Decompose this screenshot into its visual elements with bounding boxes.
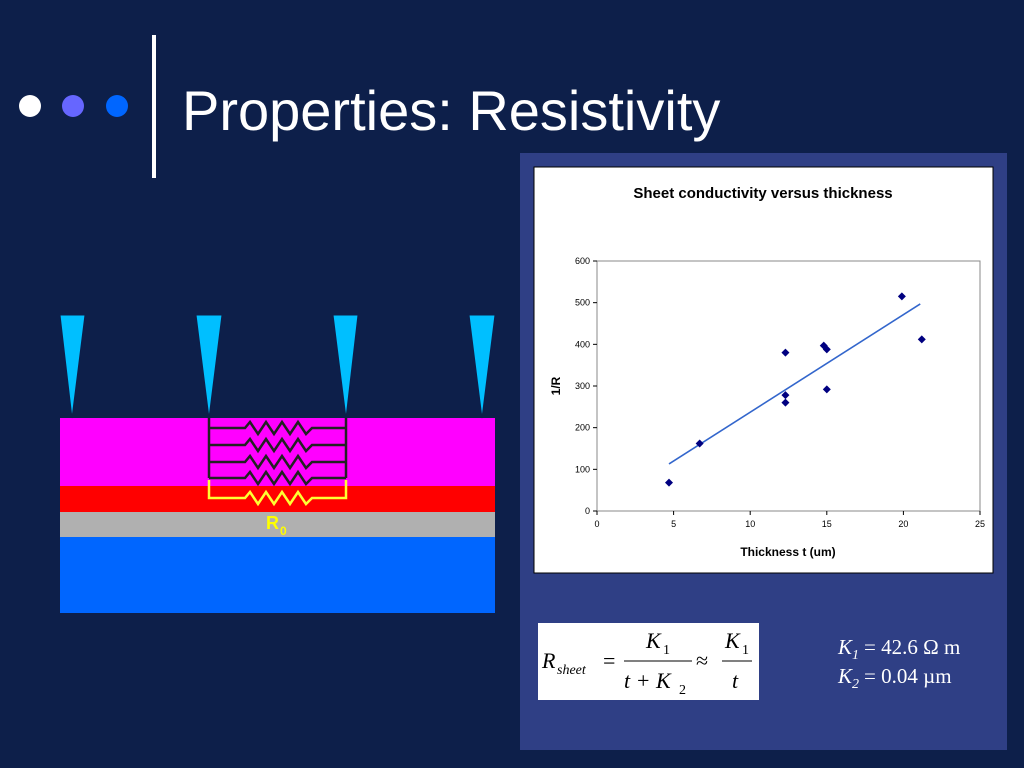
bullet-dot <box>62 95 84 117</box>
probe <box>59 314 86 419</box>
layer <box>60 537 495 613</box>
probe <box>195 314 223 419</box>
probe <box>468 314 496 419</box>
formula-text: ≈ <box>696 648 708 673</box>
constant-symbol: K <box>837 635 853 659</box>
x-tick-label: 5 <box>671 519 676 529</box>
x-tick-label: 20 <box>898 519 908 529</box>
constant-sub: 2 <box>852 677 859 692</box>
y-tick-label: 300 <box>575 381 590 391</box>
data-point <box>897 292 906 301</box>
y-tick-label: 600 <box>575 256 590 266</box>
formula-text: 1 <box>663 643 670 658</box>
y-tick-label: 400 <box>575 339 590 349</box>
formula: R sheet = K 1 t + K 2 ≈ K 1 t <box>541 628 752 698</box>
data-point <box>781 348 790 357</box>
formula-text: K <box>724 628 741 653</box>
data-point <box>695 439 704 448</box>
bullet-dot <box>106 95 128 117</box>
x-tick-label: 25 <box>975 519 985 529</box>
formula-text: R <box>541 648 556 673</box>
x-axis-label: Thickness t (um) <box>740 545 835 559</box>
resistor-r0 <box>207 480 348 507</box>
y-tick-label: 100 <box>575 464 590 474</box>
data-point <box>822 345 831 354</box>
x-tick-label: 15 <box>822 519 832 529</box>
bullet-dot <box>19 95 41 117</box>
chart-title: Sheet conductivity versus thickness <box>633 185 892 202</box>
formula-text: sheet <box>557 663 587 678</box>
constant-sub: 1 <box>852 648 859 663</box>
formula-text: 2 <box>679 683 686 698</box>
formula-text: K <box>645 628 662 653</box>
data-point <box>781 398 790 407</box>
constant-value: = 42.6 Ω m <box>864 635 960 659</box>
layer <box>60 512 495 537</box>
y-tick-label: 500 <box>575 298 590 308</box>
slide-title: Properties: Resistivity <box>182 79 720 142</box>
data-point <box>665 478 674 487</box>
formula-text: t + K <box>624 668 672 693</box>
constant-value: = 0.04 µm <box>864 664 952 688</box>
formula-text: t <box>732 668 739 693</box>
r0-label: R <box>266 513 279 533</box>
data-point <box>917 335 926 344</box>
layer-diagram: R 0 <box>59 314 496 613</box>
x-tick-label: 0 <box>594 519 599 529</box>
data-point <box>822 385 831 394</box>
x-tick-label: 10 <box>745 519 755 529</box>
chart-area <box>533 166 994 574</box>
y-tick-label: 200 <box>575 423 590 433</box>
constants: K 1 = 42.6 Ω m K 2 = 0.04 µm <box>837 635 960 692</box>
y-tick-label: 0 <box>585 506 590 516</box>
resistor-network <box>207 418 348 487</box>
constant-symbol: K <box>837 664 853 688</box>
chart: 0 100 200 300 400 500 600 0 5 10 15 20 25 <box>575 256 985 529</box>
y-axis-label: 1/R <box>549 376 563 395</box>
probe <box>332 314 359 419</box>
formula-text: = <box>603 648 615 673</box>
data-point <box>781 391 790 400</box>
r0-subscript: 0 <box>280 524 287 538</box>
formula-text: 1 <box>742 643 749 658</box>
trendline <box>668 303 921 465</box>
